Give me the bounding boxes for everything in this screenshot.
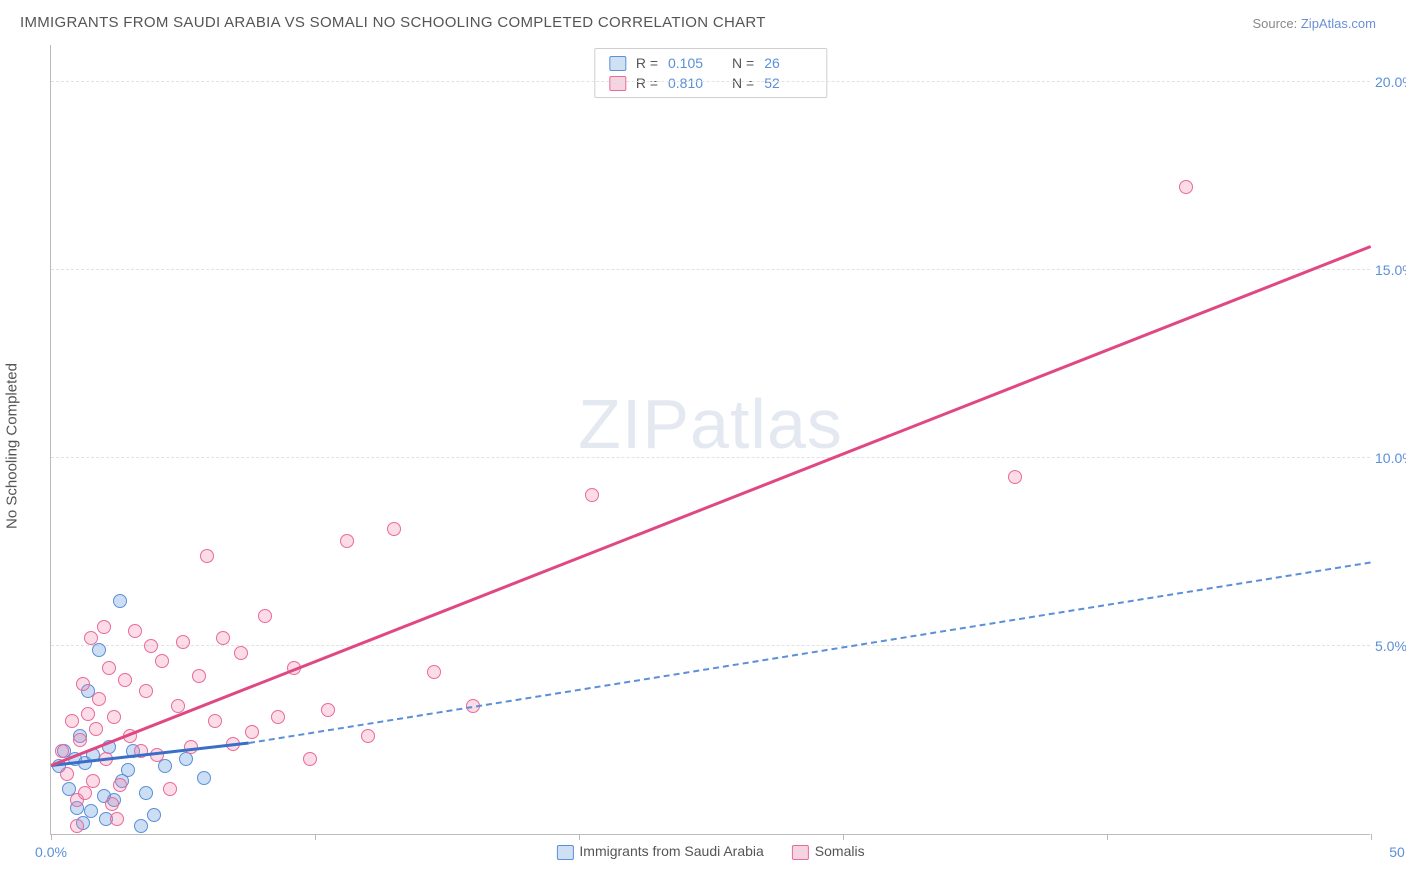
y-tick-label: 20.0% [1375,74,1406,90]
chart-plot-area: ZIPatlas R = 0.105 N = 26 R = 0.810 N = … [50,45,1370,835]
scatter-point-somali [208,714,222,728]
legend-stats-row-saudi: R = 0.105 N = 26 [609,55,812,71]
x-tick-mark [1107,834,1108,840]
scatter-point-somali [321,703,335,717]
legend-swatch-pink [609,76,626,91]
scatter-point-somali [245,725,259,739]
scatter-point-somali [176,635,190,649]
legend-stats-row-somali: R = 0.810 N = 52 [609,75,812,91]
scatter-point-saudi [158,759,172,773]
n-value-somali: 52 [764,75,812,91]
scatter-point-somali [139,684,153,698]
legend-label-saudi: Immigrants from Saudi Arabia [579,843,763,859]
legend-item-saudi: Immigrants from Saudi Arabia [556,843,763,860]
scatter-point-somali [107,710,121,724]
x-tick-mark [51,834,52,840]
watermark: ZIPatlas [578,384,843,464]
scatter-point-somali [86,774,100,788]
scatter-point-somali [427,665,441,679]
scatter-point-somali [73,733,87,747]
x-tick-mark [1371,834,1372,840]
scatter-point-saudi [147,808,161,822]
trend-line [51,245,1372,766]
scatter-point-somali [55,744,69,758]
r-value-somali: 0.810 [668,75,716,91]
scatter-point-somali [144,639,158,653]
scatter-point-somali [76,677,90,691]
scatter-point-saudi [92,643,106,657]
source-attribution: Source: ZipAtlas.com [1252,16,1376,31]
scatter-point-somali [81,707,95,721]
scatter-point-somali [97,620,111,634]
scatter-point-somali [155,654,169,668]
scatter-point-somali [102,661,116,675]
legend-item-somali: Somalis [792,843,865,860]
chart-title: IMMIGRANTS FROM SAUDI ARABIA VS SOMALI N… [20,14,766,31]
x-tick-mark [315,834,316,840]
scatter-point-somali [192,669,206,683]
scatter-point-somali [113,778,127,792]
scatter-point-somali [92,692,106,706]
n-value-saudi: 26 [764,55,812,71]
scatter-point-somali [84,631,98,645]
x-tick-mark [579,834,580,840]
r-label: R = [636,55,658,71]
scatter-point-somali [65,714,79,728]
legend-swatch-blue [609,56,626,71]
scatter-point-somali [163,782,177,796]
r-label: R = [636,75,658,91]
legend-swatch-blue [556,845,573,860]
scatter-point-somali [89,722,103,736]
legend-swatch-pink [792,845,809,860]
scatter-point-saudi [113,594,127,608]
gridline [51,269,1370,270]
scatter-point-saudi [134,819,148,833]
scatter-point-saudi [139,786,153,800]
r-value-saudi: 0.105 [668,55,716,71]
scatter-point-somali [234,646,248,660]
scatter-point-saudi [84,804,98,818]
legend-stats-box: R = 0.105 N = 26 R = 0.810 N = 52 [594,48,827,98]
scatter-point-somali [128,624,142,638]
x-tick-label: 50.0% [1389,844,1406,860]
legend-label-somali: Somalis [815,843,865,859]
scatter-point-somali [200,549,214,563]
scatter-point-somali [118,673,132,687]
scatter-point-saudi [197,771,211,785]
y-tick-label: 10.0% [1375,450,1406,466]
scatter-point-somali [258,609,272,623]
n-label: N = [732,55,754,71]
y-tick-label: 15.0% [1375,262,1406,278]
source-link[interactable]: ZipAtlas.com [1301,16,1376,31]
scatter-point-somali [60,767,74,781]
gridline [51,457,1370,458]
gridline [51,81,1370,82]
n-label: N = [732,75,754,91]
scatter-point-somali [110,812,124,826]
trend-line [249,561,1371,744]
scatter-point-somali [216,631,230,645]
scatter-point-somali [387,522,401,536]
scatter-point-somali [1008,470,1022,484]
x-tick-mark [843,834,844,840]
gridline [51,645,1370,646]
legend-bottom: Immigrants from Saudi Arabia Somalis [556,843,864,860]
scatter-point-somali [303,752,317,766]
source-prefix: Source: [1252,16,1300,31]
scatter-point-somali [70,819,84,833]
scatter-point-somali [1179,180,1193,194]
scatter-point-somali [361,729,375,743]
scatter-point-somali [105,797,119,811]
scatter-point-somali [340,534,354,548]
x-tick-label: 0.0% [35,844,67,860]
y-tick-label: 5.0% [1375,638,1406,654]
y-axis-label: No Schooling Completed [4,363,21,529]
scatter-point-somali [585,488,599,502]
scatter-point-somali [271,710,285,724]
scatter-point-saudi [121,763,135,777]
